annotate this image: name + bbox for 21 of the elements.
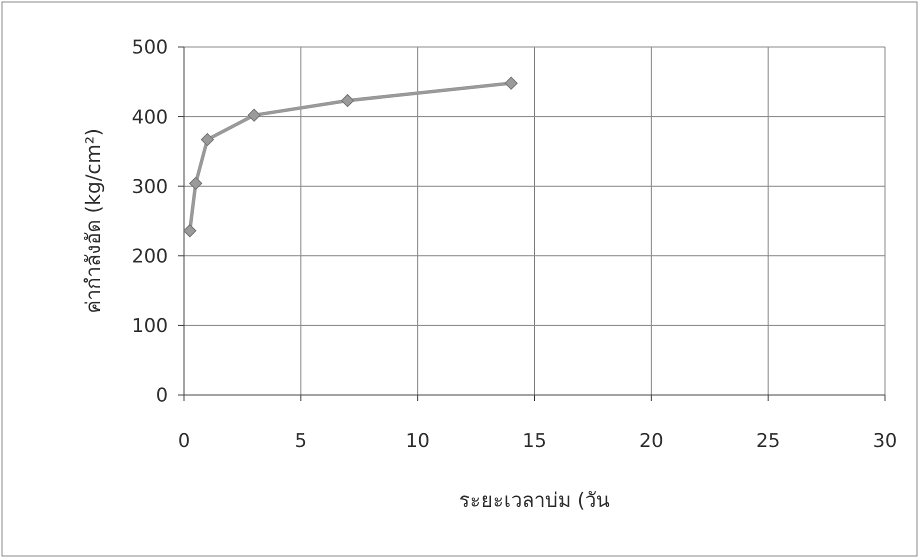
point [341,94,354,108]
x-tick-label: 0 [178,430,190,452]
point [189,176,202,190]
point [200,133,214,146]
point [248,108,261,122]
x-tick-label: 25 [756,430,780,452]
y-tick-label: 200 [132,245,168,268]
y-tick-label: 300 [132,176,168,198]
y-tick-label: 100 [132,315,168,338]
x-axis-title: ระยะเวลาบ่ม (วัน [458,488,610,512]
point [183,224,196,238]
x-tick-label: 5 [294,430,307,452]
x-tick-label: 30 [872,430,898,452]
x-tick-label: 15 [522,430,547,452]
y-tick-label: 0 [156,384,168,407]
point [504,76,518,90]
y-axis-title: ค่ากำลังอัด (kg/cm²) [81,128,105,314]
x-tick-label: 20 [639,430,664,452]
x-tick-label: 10 [406,430,430,452]
y-tick-label: 400 [132,106,168,128]
y-tick-label: 500 [132,36,168,59]
